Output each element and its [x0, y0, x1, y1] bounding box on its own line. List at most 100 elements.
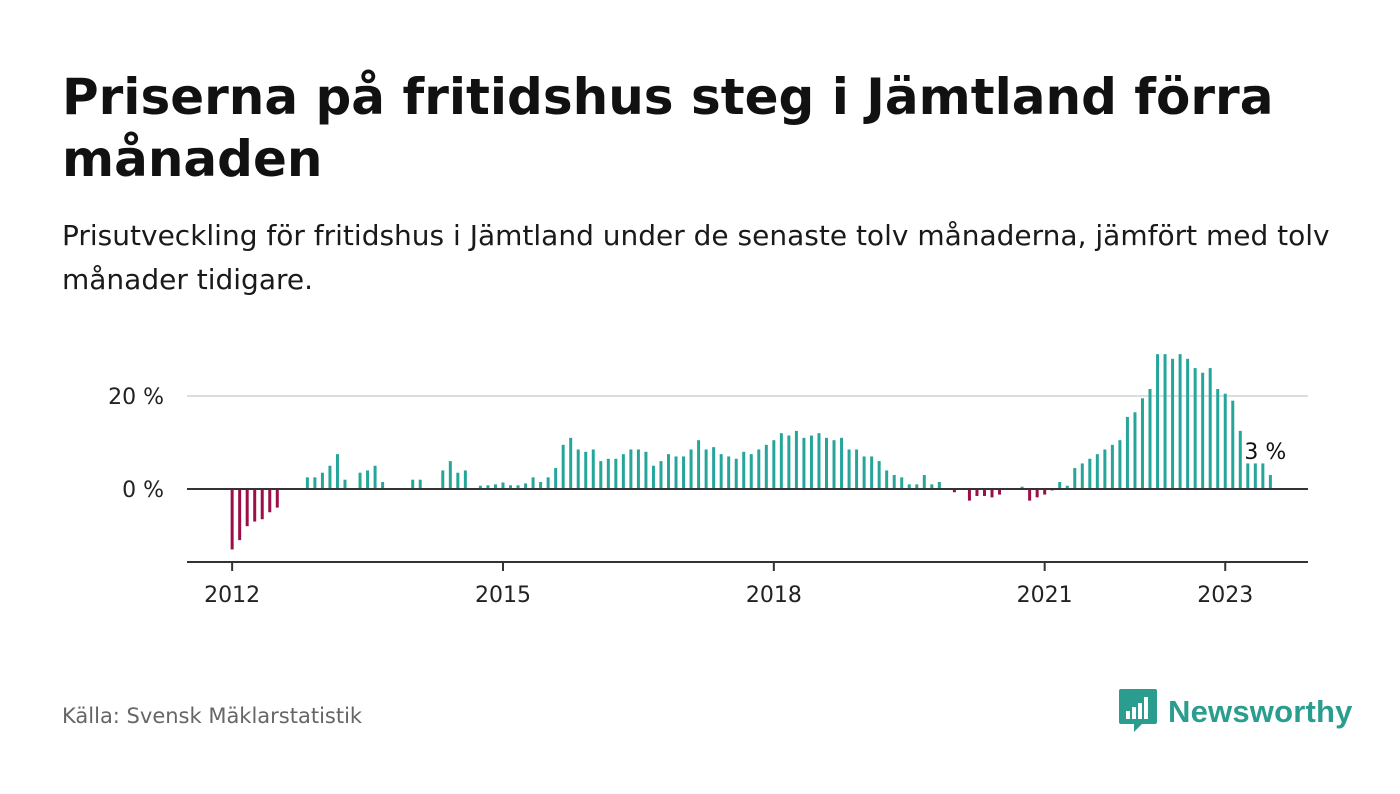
bar	[305, 477, 309, 490]
bar	[1065, 485, 1069, 489]
bar	[516, 485, 520, 489]
bar	[509, 485, 513, 489]
bar	[599, 461, 603, 489]
bar	[1246, 463, 1250, 489]
bar	[478, 485, 482, 489]
bar	[381, 482, 385, 489]
bar	[1178, 354, 1182, 489]
bar	[892, 475, 896, 489]
bar	[697, 440, 701, 489]
bar	[320, 472, 324, 489]
bar	[1058, 482, 1062, 489]
bar	[576, 449, 580, 489]
x-tick-label: 2018	[746, 583, 802, 608]
bar	[1268, 475, 1272, 489]
bar	[493, 484, 497, 489]
bar	[900, 477, 904, 490]
bar	[463, 470, 467, 489]
bar	[614, 458, 618, 489]
bar	[411, 479, 415, 489]
bar	[1148, 389, 1152, 489]
bar	[832, 440, 836, 489]
bar	[1261, 463, 1265, 489]
tick-labels: 20 % 0 % 2012 2015 2018 2021 2023	[108, 385, 1253, 608]
bar	[253, 489, 257, 522]
bar	[441, 470, 445, 489]
bar	[531, 477, 535, 490]
bar	[990, 489, 994, 498]
brand-logo: Newsworthy	[1118, 688, 1353, 736]
bar	[1231, 400, 1235, 489]
bar	[554, 468, 558, 489]
bar	[1073, 468, 1077, 489]
bar	[712, 447, 716, 489]
bar	[862, 456, 866, 489]
bar	[584, 451, 588, 489]
bar	[328, 465, 332, 489]
bar	[358, 472, 362, 489]
bar	[1208, 368, 1212, 489]
bar	[245, 489, 249, 527]
x-tick-label: 2015	[475, 583, 531, 608]
bar	[802, 437, 806, 489]
newsworthy-logo-icon	[1118, 687, 1158, 737]
source-note: Källa: Svensk Mäklarstatistik	[62, 704, 363, 728]
bar	[779, 433, 783, 489]
bar	[1043, 489, 1047, 495]
chart-bars	[230, 354, 1272, 550]
bar	[366, 470, 370, 489]
bar	[546, 477, 550, 490]
bar	[682, 456, 686, 489]
bar	[1171, 358, 1175, 489]
bar	[764, 444, 768, 489]
bar	[915, 484, 919, 489]
bar	[877, 461, 881, 489]
bar	[1201, 372, 1205, 489]
bar	[1103, 449, 1107, 489]
bar	[343, 479, 347, 489]
bar	[651, 465, 655, 489]
bar	[1095, 454, 1099, 490]
bar	[975, 489, 979, 496]
bar	[742, 451, 746, 489]
bar	[268, 489, 272, 513]
chart-subtitle: Prisutveckling för fritidshus i Jämtland…	[62, 219, 1330, 296]
bar	[885, 470, 889, 489]
bar	[825, 437, 828, 489]
bar	[1238, 430, 1242, 490]
bar	[1118, 440, 1122, 489]
bar	[704, 449, 708, 489]
bar	[456, 472, 460, 489]
bar	[486, 485, 490, 489]
bar	[659, 461, 663, 489]
bar	[998, 489, 1002, 495]
bar	[275, 489, 279, 508]
bar	[870, 456, 874, 489]
chart-annotations: 3 %	[1244, 440, 1286, 465]
bar	[1216, 389, 1220, 489]
y-tick-label: 20 %	[108, 385, 164, 410]
bar	[569, 437, 573, 489]
bar	[1223, 393, 1227, 489]
bar	[238, 489, 242, 541]
bar	[1080, 463, 1084, 489]
chart-axes	[187, 488, 1308, 571]
bar	[1035, 489, 1039, 498]
bar	[501, 482, 505, 489]
chart-title: Priserna på fritidshus steg i Jämtland f…	[62, 68, 1274, 188]
bar	[689, 449, 693, 489]
bar	[922, 475, 926, 489]
bar	[847, 449, 851, 489]
bar	[524, 483, 528, 489]
bar	[313, 477, 317, 490]
bar	[1140, 398, 1144, 489]
x-tick-label: 2023	[1197, 583, 1253, 608]
bar	[1020, 486, 1024, 489]
bar	[907, 484, 911, 489]
bar	[840, 437, 844, 489]
bar	[636, 449, 640, 489]
bar	[230, 489, 234, 550]
bar	[719, 454, 723, 490]
bar	[1253, 463, 1257, 489]
bar	[749, 454, 753, 490]
